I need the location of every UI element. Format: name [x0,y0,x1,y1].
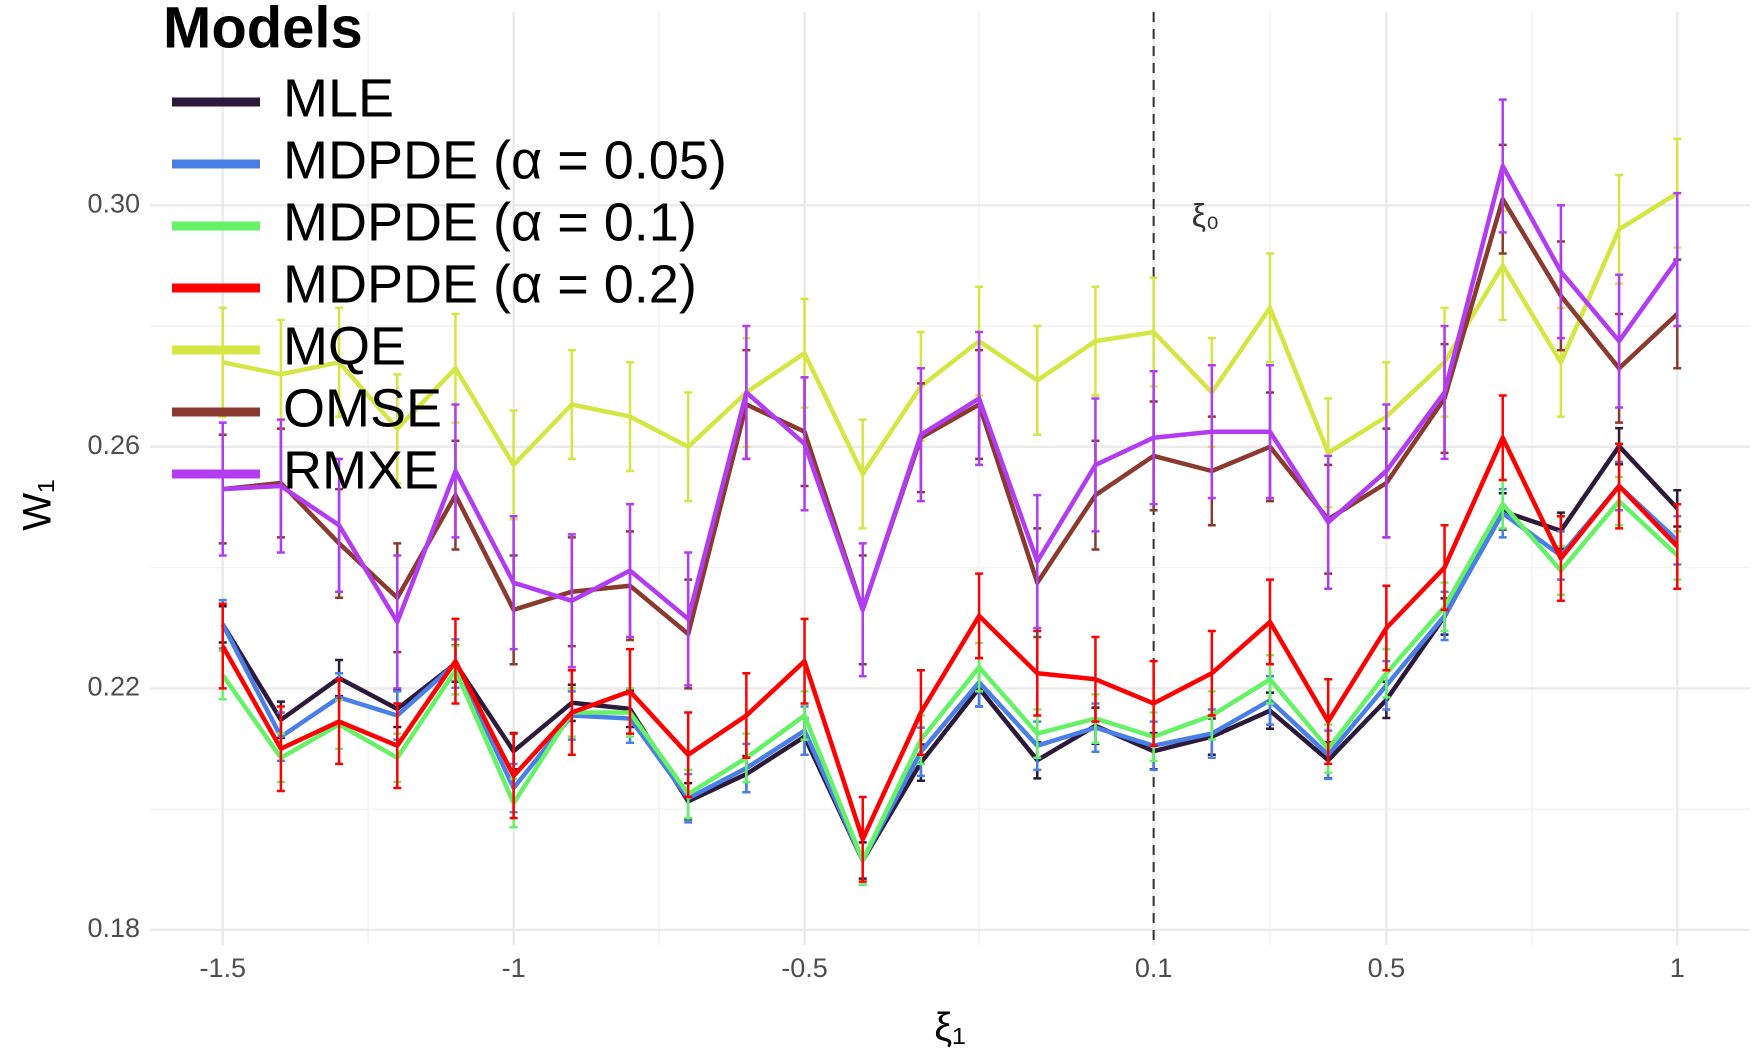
x-tick-label: 1 [1670,953,1685,983]
series [218,394,1682,883]
series-line [222,163,1680,625]
x-tick-label: -1 [502,953,526,983]
series-line [220,435,1679,842]
y-tick-label: 0.30 [87,188,140,218]
legend-label: RMXE [283,440,439,500]
x-tick-label: 0.1 [1135,953,1173,983]
y-tick-label: 0.22 [87,671,140,701]
series [218,137,1682,530]
legend-label: MLE [283,68,394,128]
legend-label: MQE [283,316,406,376]
x-tick-label: -1.5 [199,953,246,983]
legend-label: MDPDE (α = 0.05) [283,130,727,190]
y-axis-label: W₁ [16,479,60,530]
series-line [222,191,1679,477]
y-tick-label: 0.26 [87,430,140,460]
annotation: ξ₀ [1192,197,1220,233]
y-tick-label: 0.18 [87,913,140,943]
legend-label: MDPDE (α = 0.2) [283,254,697,314]
error-bar [218,602,227,690]
legend-label: OMSE [283,378,442,438]
series [218,98,1682,690]
x-axis-label: ξ₁ [934,1006,965,1050]
series-line [220,498,1679,863]
legend-label: MDPDE (α = 0.1) [283,192,697,252]
error-bar [1673,502,1682,590]
legend-title: Models [163,0,363,60]
x-tick-label: 0.5 [1368,953,1406,983]
x-tick-label: -0.5 [781,953,828,983]
series-line [222,196,1679,637]
